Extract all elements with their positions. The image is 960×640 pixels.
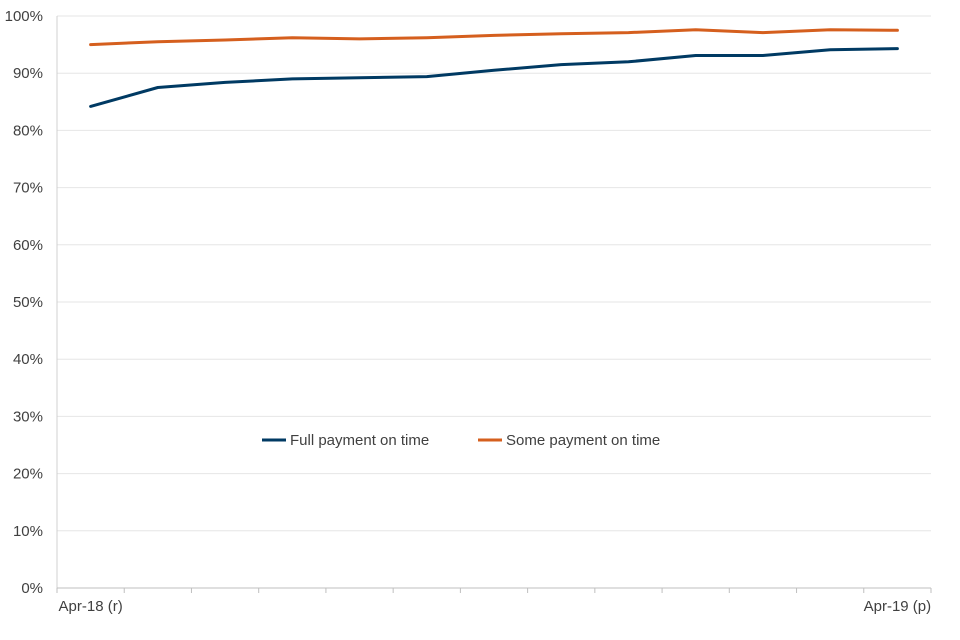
y-tick-label: 30% (13, 408, 43, 425)
tick-labels: 0% 10% 20% 30% 40% 50% 60% 70% 80% 90% 100% Apr-18 … (5, 8, 932, 615)
y-tick-label: 10% (13, 523, 43, 540)
axes (56, 16, 932, 593)
legend-label: Full payment on time (290, 432, 429, 449)
y-tick-label: 40% (13, 351, 43, 368)
x-tick-label: Apr-18 (r) (59, 598, 123, 615)
y-tick-label: 60% (13, 237, 43, 254)
y-tick-label: 20% (13, 466, 43, 483)
y-tick-label: 100% (5, 8, 43, 25)
y-tick-label: 0% (21, 580, 43, 597)
series-line-full-payment (89, 47, 899, 108)
gridlines (57, 15, 931, 532)
series-line-some-payment (89, 28, 899, 47)
series-lines (89, 28, 899, 108)
y-tick-label: 50% (13, 294, 43, 311)
legend-label: Some payment on time (506, 432, 660, 449)
legend: Full payment on time Some payment on time (262, 432, 660, 449)
y-tick-label: 90% (13, 65, 43, 82)
x-tick-label: Apr-19 (p) (864, 598, 932, 615)
y-tick-label: 80% (13, 122, 43, 139)
y-tick-label: 70% (13, 180, 43, 197)
